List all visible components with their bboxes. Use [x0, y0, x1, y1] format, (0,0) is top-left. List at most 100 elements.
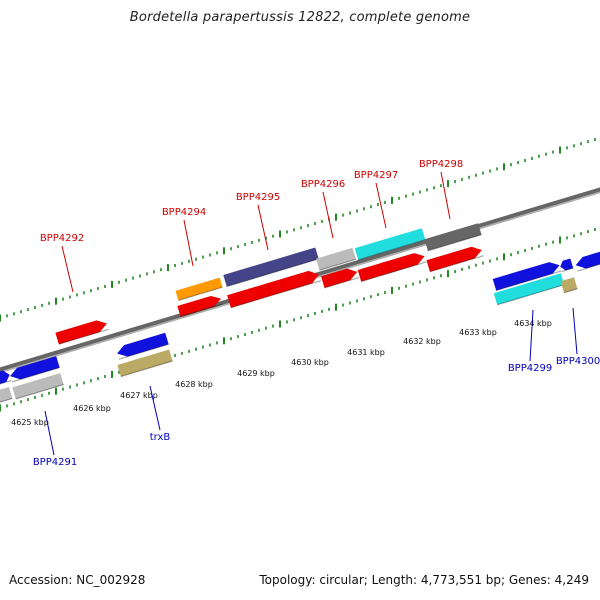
gene-arrow-edge — [118, 343, 169, 360]
gene-arrow-edge — [58, 328, 109, 345]
gene-red — [321, 268, 360, 289]
gene-arrow-body — [117, 332, 169, 357]
gene-label: BPP4291 — [33, 457, 77, 468]
gene-arrow-body — [424, 223, 482, 251]
gene-gray — [0, 386, 13, 404]
accession-text: Accession: NC_002928 — [9, 573, 146, 587]
gene-arrow-edge — [561, 267, 574, 273]
gene-label: trxB — [150, 432, 171, 443]
gene-arrow-body — [55, 320, 107, 345]
gene-arrow-edge — [563, 288, 578, 294]
kbp-label: 4626 kbp — [73, 404, 111, 413]
gene-arrow-body — [177, 295, 222, 317]
genome-summary-text: Topology: circular; Length: 4,773,551 bp… — [259, 573, 589, 587]
gene-label: BPP4292 — [40, 233, 84, 244]
gene-arrow-body — [0, 370, 10, 386]
upper-scale — [0, 138, 596, 322]
kbp-label: 4625 kbp — [11, 418, 49, 427]
gene-blue — [10, 356, 60, 383]
gene-arrow-edge — [0, 379, 12, 386]
gene-darkgray — [424, 223, 482, 252]
gene-label: BPP4300 — [556, 356, 600, 367]
gene-arrow-body — [227, 270, 320, 308]
gene-arrow-edge — [120, 360, 173, 378]
gene-gray — [316, 247, 357, 271]
gene-label: BPP4294 — [162, 207, 206, 218]
gene-arrow-body — [117, 349, 173, 377]
gene-arrow-body — [357, 253, 425, 282]
kbp-label: 4630 kbp — [291, 358, 329, 367]
gene-gray — [12, 373, 64, 400]
kbp-label: 4634 kbp — [514, 319, 552, 328]
gene-orange — [175, 277, 223, 301]
gene-cyan-right — [493, 273, 565, 306]
gene-arrow-edge — [226, 258, 319, 288]
gene-red — [426, 246, 484, 273]
gene-arrow-body — [354, 228, 426, 260]
gene-blue-upper — [492, 262, 562, 292]
kbp-label: 4631 kbp — [347, 348, 385, 357]
gene-cyan — [354, 228, 426, 261]
gene-arrow-body — [492, 262, 560, 291]
gene-leader-line — [183, 219, 194, 267]
gene-navy — [223, 247, 319, 288]
gene-arrow-edge — [427, 234, 482, 252]
gene-arrow-body — [223, 247, 319, 287]
gene-label: BPP4295 — [236, 192, 280, 203]
gene-label: BPP4296 — [301, 179, 345, 190]
gene-arrow-body — [316, 247, 356, 271]
gene-arrow-body — [12, 373, 64, 399]
gene-arrow-body — [575, 250, 600, 269]
gene-red — [55, 320, 109, 345]
gene-arrow-body — [560, 258, 574, 271]
gene-arrow-edge — [0, 397, 13, 404]
gene-arrow-body — [10, 356, 60, 380]
figure-title: Bordetella parapertussis 12822, complete… — [129, 10, 471, 25]
gene-leader-line — [322, 191, 334, 239]
gene-arrow-body — [493, 273, 565, 305]
gene-blue — [0, 370, 12, 386]
gene-arrow-edge — [577, 261, 600, 272]
gene-arrow-edge — [178, 286, 223, 301]
lower-scale — [0, 228, 596, 412]
gene-label: BPP4297 — [354, 170, 398, 181]
gene-arrow-edge — [497, 284, 565, 306]
kbp-label: 4628 kbp — [175, 380, 213, 389]
gene-arrow-edge — [495, 270, 562, 292]
kbp-label: 4633 kbp — [459, 328, 497, 337]
gene-arrow-edge — [230, 280, 322, 309]
gene-arrow-body — [0, 386, 13, 404]
gene-label: BPP4299 — [508, 363, 552, 374]
gene-blue-small — [560, 258, 574, 273]
gene-red — [177, 295, 223, 318]
gene-arrow-body — [426, 246, 482, 272]
gene-arrow-edge — [360, 261, 427, 283]
gene-red — [357, 253, 427, 283]
gene-arrow-body — [560, 277, 578, 293]
kbp-label: 4629 kbp — [237, 369, 275, 378]
gene-arrow-edge — [180, 303, 223, 318]
gene-arrow-edge — [358, 239, 426, 261]
gene-leader-line — [44, 410, 55, 456]
gene-arrow-body — [175, 277, 223, 301]
gene-red — [227, 270, 322, 309]
gene-leader-line — [61, 245, 74, 293]
gene-blue — [117, 332, 169, 360]
gene-blue-edge — [575, 250, 600, 272]
gene-leader-line — [440, 171, 451, 220]
gene-arrow-edge — [11, 366, 60, 383]
gene-khaki-right — [560, 277, 578, 294]
gene-arrow-edge — [429, 255, 484, 273]
gene-leader-line — [529, 309, 534, 362]
gene-leader-line — [257, 204, 269, 251]
gene-arrow-edge — [319, 258, 357, 271]
gene-arrow-edge — [15, 383, 64, 400]
gene-leader-line — [149, 385, 161, 431]
gene-khaki — [117, 349, 173, 378]
gene-label: BPP4298 — [419, 159, 463, 170]
gene-arrow-edge — [324, 277, 360, 289]
gene-leader-line — [572, 307, 578, 355]
gene-arrow-body — [321, 268, 358, 288]
kbp-label: 4632 kbp — [403, 337, 441, 346]
